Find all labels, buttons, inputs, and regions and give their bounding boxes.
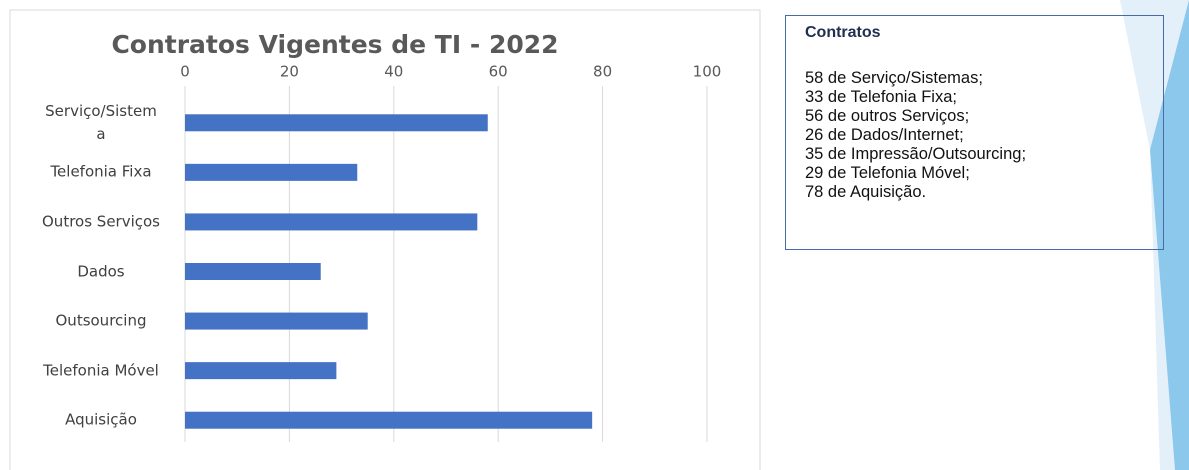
bar [185,163,358,181]
box-title: Contratos [805,24,881,41]
bar [185,263,321,280]
box-line: 56 de outros Serviços; [805,107,970,125]
x-tick-label: 80 [593,63,612,81]
chart-frame [9,9,761,470]
box-line: 33 de Telefonia Fixa; [805,88,957,106]
x-tick-label: 0 [180,63,190,81]
y-tick-label: Telefonia Móvel [43,361,159,380]
bar [185,114,488,132]
bar [185,213,478,231]
text-box: Contratos 58 de Serviço/Sistemas; 33 de T… [785,15,1164,250]
box-line: 26 de Dados/Internet; [805,126,964,144]
box-lines: 58 de Serviço/Sistemas; 33 de Telefonia F… [805,69,1026,202]
box-line: 78 de Aquisição. [805,183,927,201]
x-tick-label: 60 [489,63,508,81]
x-tick-label: 100 [693,63,722,81]
chart-title: Contratos Vigentes de TI - 2022 [111,30,558,59]
bar [185,312,368,330]
y-tick-label: Outros Serviços [42,212,160,231]
x-tick-label: 40 [384,63,403,81]
bar [185,362,337,380]
bar [185,411,593,429]
y-tick-label: Aquisição [65,410,137,429]
y-tick-label: Outsourcing [55,311,147,330]
box-line: 58 de Serviço/Sistemas; [805,69,983,87]
box-line: 29 de Telefonia Móvel; [805,164,970,182]
y-tick-label: Telefonia Fixa [50,162,152,181]
decor [1150,0,1189,470]
y-tick-label: Serviço/Sistema [45,101,157,143]
box-line: 35 de Impressão/Outsourcing; [805,145,1027,163]
y-tick-label: Dados [77,262,125,280]
x-tick-label: 20 [280,63,299,81]
